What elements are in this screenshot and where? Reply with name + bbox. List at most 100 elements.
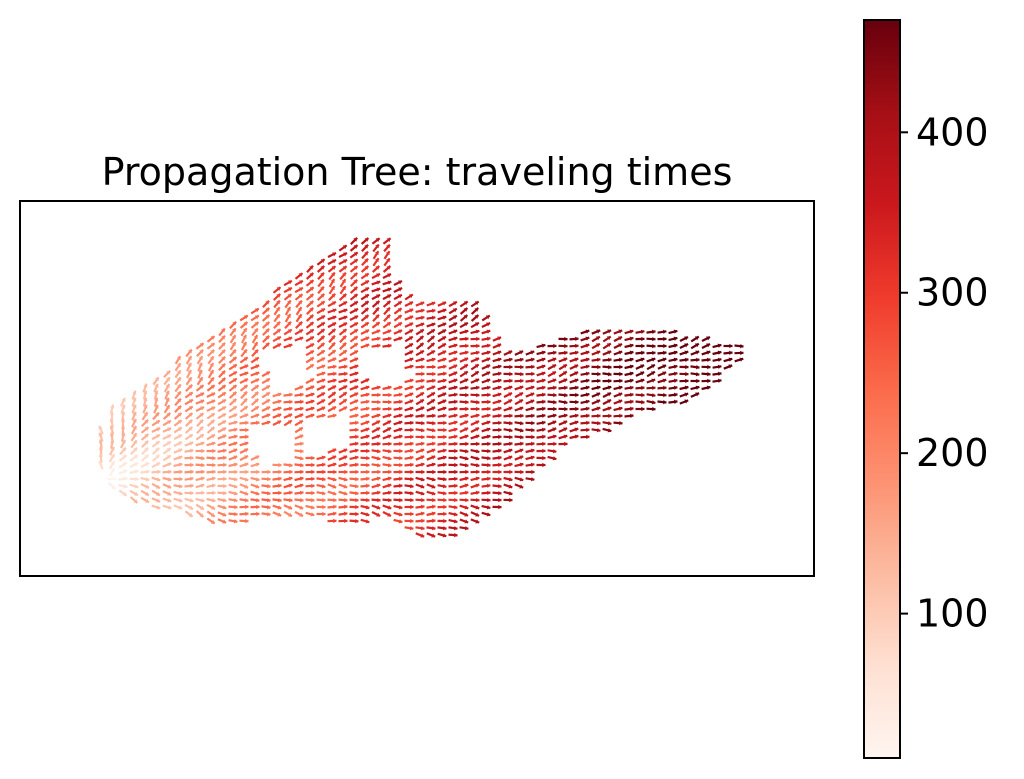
quiver-arrow-head bbox=[474, 371, 479, 376]
quiver-arrow-head bbox=[366, 490, 370, 496]
quiver-arrow-head bbox=[253, 342, 258, 347]
quiver-arrow-head bbox=[353, 259, 358, 264]
quiver-arrow-head bbox=[143, 412, 148, 417]
quiver-arrow-head bbox=[199, 419, 203, 424]
quiver-arrow-head bbox=[364, 308, 369, 312]
quiver-arrow-head bbox=[353, 237, 358, 242]
quiver-arrow-head bbox=[332, 477, 337, 482]
quiver-arrow-head bbox=[342, 245, 347, 250]
quiver-arrow-head bbox=[267, 491, 271, 496]
quiver-arrow-head bbox=[399, 448, 403, 454]
quiver-arrow-head bbox=[398, 427, 403, 432]
quiver-arrow-head bbox=[332, 455, 337, 460]
quiver-arrow-head bbox=[288, 280, 292, 285]
quiver-arrow-head bbox=[454, 497, 458, 503]
quiver-arrow-head bbox=[740, 343, 744, 349]
quiver-arrow-head bbox=[155, 441, 160, 445]
quiver-arrow-head bbox=[431, 322, 436, 327]
quiver-arrow-head bbox=[200, 399, 205, 404]
quiver-arrow-head bbox=[454, 469, 458, 475]
quiver-arrow-head bbox=[201, 462, 205, 468]
quiver-arrow-head bbox=[453, 427, 458, 432]
quiver-arrow-head bbox=[354, 392, 359, 397]
quiver-arrow-head bbox=[486, 434, 491, 439]
quiver-arrow-head bbox=[596, 350, 601, 355]
quiver-arrow-head bbox=[300, 462, 304, 468]
quiver-arrow-head bbox=[376, 343, 381, 348]
quiver-arrow-head bbox=[464, 463, 469, 468]
quiver-arrow-head bbox=[365, 385, 370, 390]
quiver-arrow-head bbox=[255, 371, 260, 376]
quiver-arrow-head bbox=[222, 519, 227, 524]
quiver-arrow-head bbox=[464, 456, 469, 461]
quiver-arrow-head bbox=[244, 413, 249, 418]
quiver-arrow-head bbox=[729, 343, 733, 349]
quiver-arrow-head bbox=[310, 343, 314, 348]
quiver-arrow-head bbox=[497, 406, 502, 411]
quiver-arrow-head bbox=[198, 356, 203, 361]
quiver-arrow-head bbox=[355, 476, 359, 482]
quiver-arrow-head bbox=[519, 385, 524, 390]
quiver-arrow-head bbox=[365, 427, 370, 432]
quiver-arrow-head bbox=[166, 448, 171, 452]
quiver-arrow-head bbox=[453, 301, 457, 306]
quiver-arrow-head bbox=[388, 392, 392, 398]
quiver-arrow-head bbox=[265, 300, 270, 305]
quiver-arrow-head bbox=[465, 392, 469, 398]
quiver-arrow-head bbox=[165, 390, 170, 395]
quiver-arrow-head bbox=[585, 343, 590, 348]
quiver-arrow-head bbox=[542, 434, 546, 440]
quiver-arrow-head bbox=[376, 476, 381, 481]
quiver-arrow-head bbox=[420, 385, 425, 390]
quiver-arrow-head bbox=[453, 420, 458, 425]
quiver-arrow-head bbox=[211, 498, 216, 503]
quiver-arrow-head bbox=[387, 294, 391, 299]
quiver-arrow-head bbox=[178, 441, 182, 446]
quiver-arrow-head bbox=[354, 322, 358, 327]
quiver-arrow-head bbox=[530, 357, 535, 362]
quiver-arrow-head bbox=[618, 343, 622, 348]
quiver-arrow-head bbox=[596, 392, 601, 397]
quiver-arrow-head bbox=[299, 456, 304, 461]
quiver-arrow-head bbox=[498, 490, 502, 496]
quiver-arrow-head bbox=[673, 371, 678, 376]
quiver-arrow-head bbox=[354, 308, 358, 313]
quiver-arrow-head bbox=[486, 512, 491, 517]
quiver-arrow-head bbox=[256, 504, 260, 510]
quiver-arrow-head bbox=[309, 287, 314, 291]
quiver-arrow-head bbox=[419, 336, 424, 340]
quiver-arrow-head bbox=[177, 377, 181, 382]
quiver-arrow-head bbox=[376, 427, 380, 432]
quiver-arrow-head bbox=[475, 434, 480, 439]
quiver-arrow-head bbox=[222, 399, 226, 404]
quiver-arrow-head bbox=[320, 301, 325, 306]
quiver-arrow-head bbox=[453, 357, 458, 362]
quiver-arrow-head bbox=[343, 511, 348, 516]
quiver-arrow-head bbox=[509, 371, 513, 377]
quiver-arrow-head bbox=[288, 336, 293, 341]
quiver-arrow-head bbox=[221, 392, 226, 397]
quiver-arrow-head bbox=[420, 322, 425, 327]
quiver-arrow-head bbox=[275, 307, 280, 312]
quiver-arrow-head bbox=[299, 287, 303, 292]
quiver-arrow-head bbox=[276, 293, 281, 298]
quiver-arrow-head bbox=[508, 491, 513, 496]
quiver-arrow-head bbox=[397, 301, 402, 306]
quiver-arrow-head bbox=[431, 392, 435, 397]
quiver-arrow-head bbox=[288, 413, 293, 418]
quiver-arrow-head bbox=[222, 512, 227, 517]
quiver-arrow-head bbox=[254, 308, 259, 313]
quiver-arrow-head bbox=[190, 483, 194, 489]
quiver-arrow-head bbox=[309, 307, 314, 312]
quiver-arrow-head bbox=[145, 491, 149, 496]
quiver-arrow-head bbox=[267, 512, 271, 517]
quiver-arrow-head bbox=[475, 420, 480, 425]
quiver-arrow-head bbox=[110, 446, 115, 451]
quiver-arrow-head bbox=[453, 364, 458, 369]
quiver-arrow-head bbox=[465, 469, 469, 475]
quiver-arrow-head bbox=[541, 343, 546, 348]
quiver-arrow-head bbox=[221, 363, 226, 368]
quiver-arrow-head bbox=[464, 413, 469, 418]
quiver-arrow-head bbox=[355, 497, 359, 503]
quiver-arrow-head bbox=[487, 476, 491, 481]
